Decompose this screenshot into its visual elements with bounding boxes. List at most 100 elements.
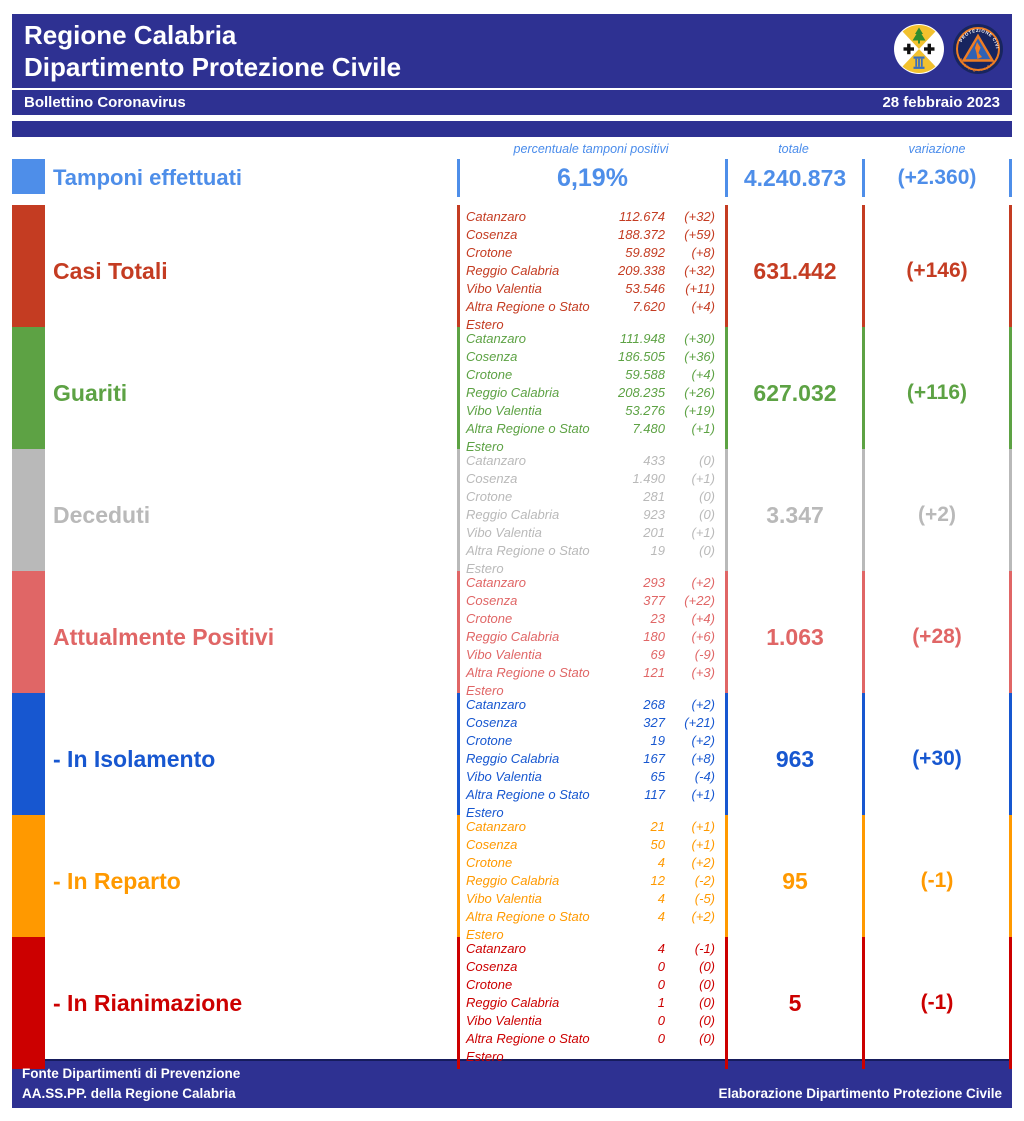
province-row: Catanzaro 111.948 (+30) bbox=[466, 330, 715, 348]
province-delta: (+2) bbox=[691, 575, 715, 590]
province-delta: (+4) bbox=[691, 367, 715, 382]
bulletin-title: Bollettino Coronavirus bbox=[24, 94, 186, 111]
province-value: 327 bbox=[643, 715, 665, 730]
column-header-variation: variazione bbox=[908, 142, 966, 156]
province-name: Altra Regione o Stato Estero bbox=[466, 421, 590, 454]
section-label: Casi Totali bbox=[53, 257, 168, 284]
province-delta: (-4) bbox=[694, 769, 715, 784]
province-value: 53.546 bbox=[625, 281, 665, 296]
province-detail-list: Catanzaro 268 (+2) Cosenza 327 (+21) Cro… bbox=[457, 693, 725, 825]
province-name: Reggio Calabria bbox=[466, 263, 560, 278]
province-value: 65 bbox=[650, 769, 665, 784]
province-row: Cosenza 327 (+21) bbox=[466, 714, 715, 732]
province-name: Catanzaro bbox=[466, 331, 526, 346]
province-value: 117 bbox=[644, 787, 665, 802]
province-row: Crotone 4 (+2) bbox=[466, 854, 715, 872]
province-row: Crotone 0 (0) bbox=[466, 976, 715, 994]
province-row: Reggio Calabria 180 (+6) bbox=[466, 628, 715, 646]
section-row: Casi Totali Catanzaro 112.674 (+32) Cose… bbox=[12, 205, 1012, 337]
province-row: Catanzaro 4 (-1) bbox=[466, 940, 715, 958]
province-delta: (-9) bbox=[694, 647, 715, 662]
province-delta: (+2) bbox=[691, 697, 715, 712]
province-delta: (+1) bbox=[691, 525, 715, 540]
province-delta: (+21) bbox=[684, 715, 715, 730]
province-value: 12 bbox=[650, 873, 665, 888]
province-row: Altra Regione o Stato Estero 7.620 (+4) bbox=[466, 298, 715, 334]
province-row: Cosenza 377 (+22) bbox=[466, 592, 715, 610]
section-row: Guariti Catanzaro 111.948 (+30) Cosenza … bbox=[12, 327, 1012, 459]
province-name: Vibo Valentia bbox=[466, 281, 542, 296]
region-title: Regione Calabria bbox=[24, 20, 237, 50]
province-value: 268 bbox=[643, 697, 665, 712]
tamponi-color-swatch bbox=[12, 159, 45, 194]
province-delta: (+6) bbox=[691, 629, 715, 644]
divider-bar bbox=[12, 121, 1012, 137]
province-delta: (+4) bbox=[691, 299, 715, 314]
province-detail-list: Catanzaro 433 (0) Cosenza 1.490 (+1) Cro… bbox=[457, 449, 725, 581]
section-total: 1.063 bbox=[725, 571, 862, 703]
province-name: Cosenza bbox=[466, 349, 518, 364]
province-delta: (+1) bbox=[691, 837, 715, 852]
province-name: Reggio Calabria bbox=[466, 507, 560, 522]
province-row: Altra Regione o Stato Estero 19 (0) bbox=[466, 542, 715, 578]
province-delta: (+2) bbox=[691, 855, 715, 870]
province-row: Crotone 23 (+4) bbox=[466, 610, 715, 628]
province-name: Vibo Valentia bbox=[466, 403, 542, 418]
province-value: 0 bbox=[657, 1013, 665, 1028]
province-name: Catanzaro bbox=[466, 697, 526, 712]
section-total: 627.032 bbox=[725, 327, 862, 459]
province-delta: (+8) bbox=[691, 245, 715, 260]
province-value: 121 bbox=[643, 665, 665, 680]
province-row: Altra Regione o Stato Estero 7.480 (+1) bbox=[466, 420, 715, 456]
province-delta: (0) bbox=[699, 1031, 715, 1046]
province-name: Crotone bbox=[466, 855, 513, 870]
section-label: Guariti bbox=[53, 379, 128, 406]
column-header-total: totale bbox=[778, 142, 809, 156]
province-delta: (0) bbox=[699, 977, 715, 992]
section-total: 3.347 bbox=[725, 449, 862, 581]
province-value: 433 bbox=[643, 453, 665, 468]
province-value: 23 bbox=[650, 611, 665, 626]
province-row: Vibo Valentia 69 (-9) bbox=[466, 646, 715, 664]
province-value: 59.892 bbox=[625, 245, 665, 260]
section-variation: (+116) bbox=[862, 327, 1012, 459]
province-value: 4 bbox=[657, 909, 665, 924]
tamponi-variation: (+2.360) bbox=[862, 159, 1012, 197]
province-delta: (+1) bbox=[691, 819, 715, 834]
province-delta: (+11) bbox=[685, 281, 715, 296]
footer-source-line1: Fonte Dipartimenti di Prevenzione bbox=[22, 1066, 241, 1081]
section-color-bar bbox=[12, 693, 45, 825]
section-label: - In Reparto bbox=[53, 867, 181, 894]
province-delta: (0) bbox=[699, 995, 715, 1010]
province-name: Catanzaro bbox=[466, 575, 526, 590]
section-label: Deceduti bbox=[53, 501, 151, 528]
province-name: Altra Regione o Stato Estero bbox=[466, 787, 590, 820]
province-name: Reggio Calabria bbox=[466, 995, 560, 1010]
province-name: Altra Regione o Stato Estero bbox=[466, 543, 590, 576]
province-row: Catanzaro 112.674 (+32) bbox=[466, 208, 715, 226]
province-delta: (+3) bbox=[691, 665, 715, 680]
section-variation: (-1) bbox=[862, 937, 1012, 1069]
province-name: Altra Regione o Stato Estero bbox=[466, 909, 590, 942]
province-value: 19 bbox=[650, 543, 665, 558]
bulletin-bar: Bollettino Coronavirus 28 febbraio 2023 bbox=[12, 90, 1012, 115]
province-name: Cosenza bbox=[466, 959, 518, 974]
province-delta: (+1) bbox=[691, 421, 715, 436]
province-detail-list: Catanzaro 293 (+2) Cosenza 377 (+22) Cro… bbox=[457, 571, 725, 703]
province-row: Cosenza 0 (0) bbox=[466, 958, 715, 976]
province-name: Crotone bbox=[466, 733, 513, 748]
province-value: 209.338 bbox=[618, 263, 665, 278]
section-label: Attualmente Positivi bbox=[53, 623, 275, 650]
province-detail-list: Catanzaro 112.674 (+32) Cosenza 188.372 … bbox=[457, 205, 725, 337]
province-value: 7.620 bbox=[632, 299, 665, 314]
province-delta: (+59) bbox=[684, 227, 715, 242]
province-delta: (+30) bbox=[684, 331, 715, 346]
bulletin-page: Regione Calabria Dipartimento Protezione… bbox=[12, 14, 1012, 1108]
column-headers: percentuale tamponi positivi totale vari… bbox=[12, 142, 1012, 158]
province-row: Cosenza 188.372 (+59) bbox=[466, 226, 715, 244]
province-delta: (-1) bbox=[694, 941, 715, 956]
province-value: 180 bbox=[643, 629, 665, 644]
province-name: Vibo Valentia bbox=[466, 525, 542, 540]
province-value: 377 bbox=[643, 593, 665, 608]
province-row: Crotone 19 (+2) bbox=[466, 732, 715, 750]
